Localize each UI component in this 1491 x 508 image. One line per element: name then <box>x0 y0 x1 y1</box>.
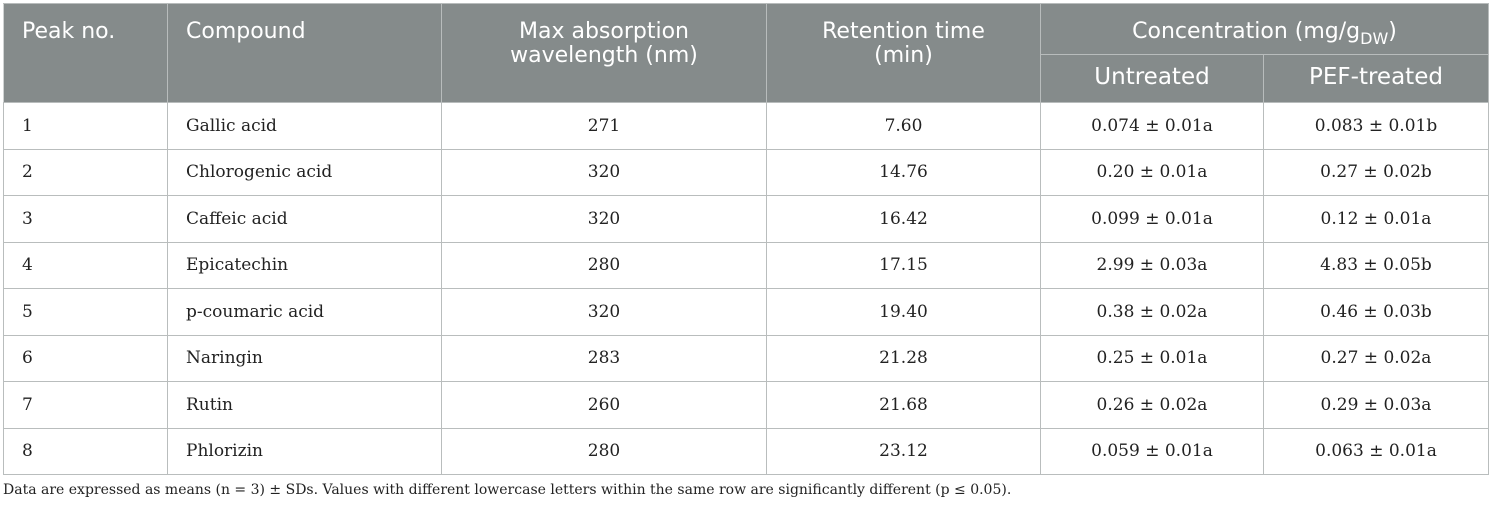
header-untreated: Untreated <box>1040 54 1264 103</box>
cell-pef: 0.29 ± 0.03a <box>1263 381 1489 429</box>
cell-pef: 0.12 ± 0.01a <box>1263 195 1489 243</box>
table-row: 4 Epicatechin 280 17.15 2.99 ± 0.03a 4.8… <box>3 241 1489 289</box>
header-concentration: Concentration (mg/gDW) <box>1040 3 1489 55</box>
table-row: 2 Chlorogenic acid 320 14.76 0.20 ± 0.01… <box>3 148 1489 196</box>
cell-peak: 4 <box>3 241 168 289</box>
cell-compound: Caffeic acid <box>167 195 442 243</box>
header-concentration-close: ) <box>1388 19 1397 44</box>
cell-wavelength: 260 <box>441 381 767 429</box>
cell-pef: 0.063 ± 0.01a <box>1263 427 1489 475</box>
data-table-container: Peak no. Compound Max absorption wavelen… <box>3 3 1489 475</box>
table-row: 3 Caffeic acid 320 16.42 0.099 ± 0.01a 0… <box>3 195 1489 243</box>
table-header: Peak no. Compound Max absorption wavelen… <box>3 3 1489 103</box>
header-peak-no: Peak no. <box>3 3 168 103</box>
cell-pef: 0.27 ± 0.02b <box>1263 148 1489 196</box>
cell-wavelength: 320 <box>441 288 767 336</box>
cell-compound: Phlorizin <box>167 427 442 475</box>
cell-wavelength: 280 <box>441 241 767 289</box>
cell-retention: 19.40 <box>766 288 1041 336</box>
cell-retention: 21.68 <box>766 381 1041 429</box>
table-row: 6 Naringin 283 21.28 0.25 ± 0.01a 0.27 ±… <box>3 334 1489 382</box>
cell-peak: 3 <box>3 195 168 243</box>
header-max-absorption: Max absorption wavelength (nm) <box>441 3 767 103</box>
cell-compound: Rutin <box>167 381 442 429</box>
header-compound: Compound <box>167 3 442 103</box>
cell-retention: 17.15 <box>766 241 1041 289</box>
header-concentration-subscript: DW <box>1360 29 1389 48</box>
cell-compound: Chlorogenic acid <box>167 148 442 196</box>
cell-untreated: 0.059 ± 0.01a <box>1040 427 1264 475</box>
cell-wavelength: 283 <box>441 334 767 382</box>
cell-pef: 0.27 ± 0.02a <box>1263 334 1489 382</box>
header-pef-treated: PEF-treated <box>1263 54 1489 103</box>
cell-untreated: 0.20 ± 0.01a <box>1040 148 1264 196</box>
table-row: 5 p-coumaric acid 320 19.40 0.38 ± 0.02a… <box>3 288 1489 336</box>
cell-peak: 5 <box>3 288 168 336</box>
cell-compound: Naringin <box>167 334 442 382</box>
cell-retention: 7.60 <box>766 102 1041 150</box>
cell-peak: 7 <box>3 381 168 429</box>
cell-pef: 4.83 ± 0.05b <box>1263 241 1489 289</box>
cell-compound: Gallic acid <box>167 102 442 150</box>
cell-wavelength: 271 <box>441 102 767 150</box>
cell-wavelength: 320 <box>441 195 767 243</box>
cell-untreated: 0.26 ± 0.02a <box>1040 381 1264 429</box>
header-concentration-label: Concentration (mg/g <box>1132 19 1361 44</box>
cell-untreated: 0.25 ± 0.01a <box>1040 334 1264 382</box>
cell-wavelength: 280 <box>441 427 767 475</box>
cell-peak: 2 <box>3 148 168 196</box>
cell-untreated: 0.38 ± 0.02a <box>1040 288 1264 336</box>
cell-peak: 6 <box>3 334 168 382</box>
cell-untreated: 0.074 ± 0.01a <box>1040 102 1264 150</box>
table-row: 1 Gallic acid 271 7.60 0.074 ± 0.01a 0.0… <box>3 102 1489 150</box>
cell-untreated: 0.099 ± 0.01a <box>1040 195 1264 243</box>
table-body: 1 Gallic acid 271 7.60 0.074 ± 0.01a 0.0… <box>3 102 1489 475</box>
cell-pef: 0.46 ± 0.03b <box>1263 288 1489 336</box>
table-footnote: Data are expressed as means (n = 3) ± SD… <box>3 482 1012 498</box>
cell-untreated: 2.99 ± 0.03a <box>1040 241 1264 289</box>
cell-compound: Epicatechin <box>167 241 442 289</box>
cell-retention: 23.12 <box>766 427 1041 475</box>
cell-retention: 16.42 <box>766 195 1041 243</box>
compound-table: Peak no. Compound Max absorption wavelen… <box>3 3 1489 475</box>
cell-peak: 1 <box>3 102 168 150</box>
cell-peak: 8 <box>3 427 168 475</box>
cell-pef: 0.083 ± 0.01b <box>1263 102 1489 150</box>
table-row: 7 Rutin 260 21.68 0.26 ± 0.02a 0.29 ± 0.… <box>3 381 1489 429</box>
cell-compound: p-coumaric acid <box>167 288 442 336</box>
cell-retention: 14.76 <box>766 148 1041 196</box>
table-row: 8 Phlorizin 280 23.12 0.059 ± 0.01a 0.06… <box>3 427 1489 475</box>
cell-wavelength: 320 <box>441 148 767 196</box>
cell-retention: 21.28 <box>766 334 1041 382</box>
header-retention-time: Retention time (min) <box>766 3 1041 103</box>
